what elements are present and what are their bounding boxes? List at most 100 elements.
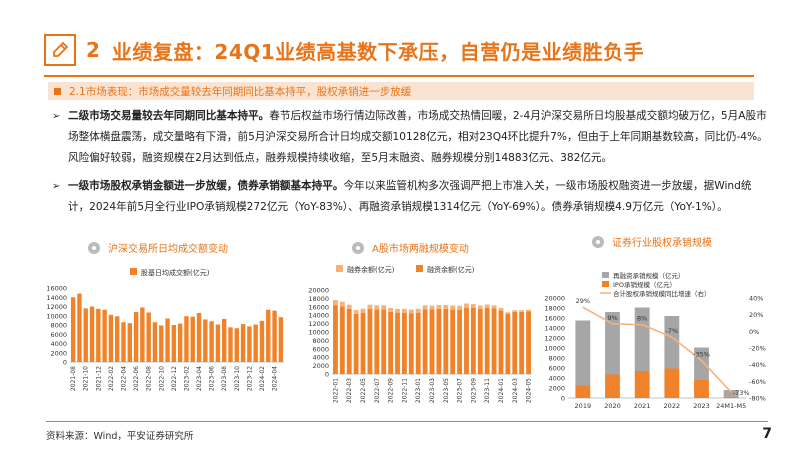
bar-securities-lending [374, 305, 380, 310]
bar-securities-lending [477, 305, 483, 309]
chart-bullet-icon [352, 241, 364, 254]
x-tick-label: 2023-02 [183, 366, 190, 391]
bar-financing [339, 306, 345, 374]
y-tick-label: 14000 [308, 312, 329, 320]
bar-financing [415, 312, 421, 374]
bar [70, 297, 76, 362]
data-label: 8% [637, 315, 647, 323]
legend-label: 合计股权承销规模同比增速（右） [613, 289, 711, 298]
y-tick-label: 10000 [308, 329, 329, 337]
x-tick-label: 2023-11 [484, 378, 491, 403]
bar [203, 319, 208, 362]
legend-label: 融资余额(亿元) [427, 265, 475, 274]
y-tick-label: 20000 [308, 287, 329, 295]
x-tick-label: 2021-08 [70, 366, 77, 391]
data-label: 29% [576, 297, 590, 305]
bar-financing [498, 310, 504, 374]
bar-securities-lending [491, 305, 497, 309]
x-tick-label: 2024-02 [259, 366, 266, 391]
y-tick-label: 2000 [312, 362, 329, 370]
bar-financing [346, 308, 352, 374]
x-tick-label: 2022-06 [133, 366, 140, 391]
bar-financing [505, 313, 511, 374]
bar-financing [491, 308, 497, 374]
bar-financing [526, 311, 531, 374]
bar-financing [422, 309, 428, 374]
page-number: 7 [762, 426, 772, 442]
bar-securities-lending [353, 310, 359, 314]
bar-financing [388, 311, 394, 374]
subsection-bar: 2.1市场表现：市场成交量较去年同期同比基本持平，股权承销进一步放缓 [48, 82, 754, 100]
bar-securities-lending [339, 301, 345, 307]
y2-tick-label: 20% [749, 311, 763, 319]
bar-financing [333, 305, 338, 374]
bar-financing [477, 308, 483, 374]
x-tick-label: 2022-05 [360, 378, 367, 403]
bar [215, 324, 221, 362]
x-tick-label: 2020 [604, 402, 621, 410]
bar-financing [402, 312, 407, 374]
y2-tick-label: -80% [749, 395, 766, 403]
y-tick-label: 0 [63, 359, 67, 367]
y-tick-label: 12000 [46, 303, 67, 311]
y2-tick-label: -20% [749, 345, 766, 353]
legend-label: 融券余额(亿元) [347, 265, 395, 274]
x-tick-label: 2023-10 [234, 366, 241, 391]
bar-securities-lending [381, 305, 387, 310]
y-tick-label: 20000 [544, 295, 565, 303]
bar-financing [353, 313, 359, 374]
x-tick-label: 2023 [693, 402, 710, 410]
paragraph-1-lead: 二级市场交易量较去年同期同比基本持平。 [68, 110, 270, 122]
bar [272, 310, 277, 362]
y-tick-label: 4000 [548, 375, 565, 383]
bar-financing [436, 308, 442, 374]
y-tick-label: 4000 [50, 340, 67, 348]
bar [159, 325, 164, 362]
legend-swatch [130, 268, 137, 275]
bar-financing [395, 312, 400, 374]
data-label: -7% [665, 327, 678, 335]
x-tick-label: 2023-03 [429, 378, 436, 403]
x-tick-label: 2022 [664, 402, 681, 410]
bar-financing [360, 312, 366, 374]
bar [115, 316, 120, 362]
legend-swatch [602, 281, 609, 287]
bar [222, 318, 227, 362]
data-label: -73% [733, 389, 750, 397]
chart-bullet-icon [88, 241, 100, 254]
y-tick-label: 16000 [308, 303, 329, 311]
bar [177, 323, 183, 362]
x-tick-label: 24M1-M5 [716, 402, 746, 410]
chart-margin-financing: 融券余额(亿元) 融资余额(亿元) 020004000600080001000012… [308, 265, 533, 403]
y2-tick-label: -60% [749, 378, 766, 386]
bar [121, 322, 126, 362]
bar-securities-lending [395, 308, 400, 313]
x-tick-label: 2022-04 [121, 366, 128, 391]
bar [108, 314, 114, 362]
bar-securities-lending [333, 300, 338, 306]
source-note: 资料来源：Wind，平安证券研究所 [46, 431, 194, 442]
bar-refinancing [575, 320, 591, 386]
bar-securities-lending [470, 304, 476, 308]
x-tick-label: 2023-12 [246, 366, 253, 391]
chart-2-title-text: A股市场两融规模变动 [372, 244, 469, 255]
bar-securities-lending [443, 304, 449, 309]
x-tick-label: 2022-03 [346, 378, 353, 403]
y-tick-label: 16000 [544, 315, 565, 323]
x-tick-label: 2023-01 [415, 378, 422, 403]
bar-securities-lending [422, 305, 428, 310]
bar-refinancing [664, 316, 680, 369]
x-tick-label: 2022-08 [146, 366, 153, 391]
section-header: 2 业绩复盘：24Q1业绩高基数下承压，自营仍是业绩胜负手 [44, 28, 764, 72]
bar [171, 325, 177, 362]
bar-ipo [694, 380, 709, 398]
y-tick-label: 18000 [308, 295, 329, 303]
bar [259, 320, 265, 362]
paragraph-1: ➢ 二级市场交易量较去年同期同比基本持平。春节后权益市场行情边际改善，市场成交热… [52, 106, 768, 169]
bar-ipo [634, 371, 650, 398]
x-tick-label: 2024-04 [272, 366, 279, 391]
bar-financing [429, 309, 435, 374]
x-tick-label: 2023-09 [470, 378, 477, 403]
bar-financing [464, 307, 469, 374]
